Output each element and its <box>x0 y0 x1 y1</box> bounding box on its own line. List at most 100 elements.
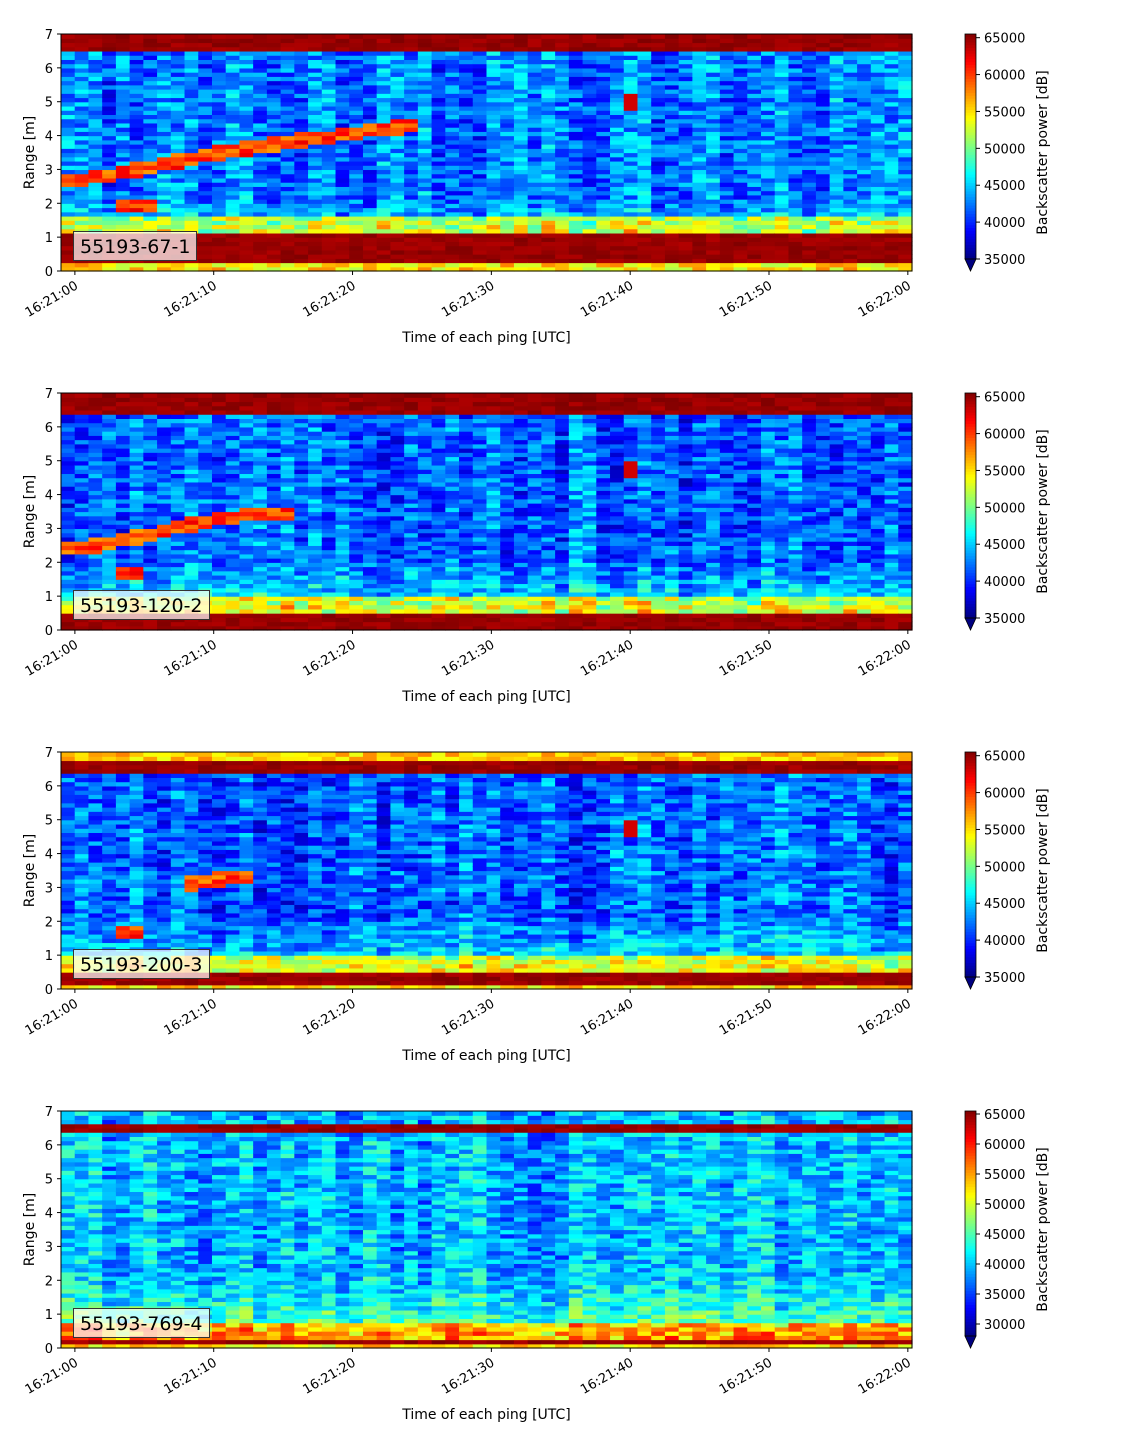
heatmap-cell <box>143 156 158 162</box>
heatmap-cell <box>651 169 666 175</box>
heatmap-cell <box>170 199 186 204</box>
heatmap-cell <box>870 114 886 120</box>
heatmap-cell <box>706 110 721 116</box>
heatmap-cell <box>802 152 817 158</box>
heatmap-cell <box>321 409 337 415</box>
heatmap-cell <box>335 190 350 196</box>
heatmap-cell <box>143 477 158 483</box>
heatmap-cell <box>857 194 872 200</box>
heatmap-cell <box>541 46 556 52</box>
heatmap-cell <box>321 224 337 230</box>
heatmap-cell <box>184 464 199 470</box>
heatmap-cell <box>349 443 364 449</box>
heatmap-cell <box>88 46 103 52</box>
heatmap-cell <box>211 405 227 411</box>
heatmap-cell <box>335 511 350 517</box>
heatmap-cell <box>61 562 76 568</box>
heatmap-cell <box>678 118 693 124</box>
heatmap-cell <box>582 46 597 52</box>
heatmap-cell <box>184 224 199 230</box>
heatmap-cell <box>225 481 241 487</box>
heatmap-cell <box>321 114 337 120</box>
heatmap-cell <box>582 122 597 128</box>
heatmap-cell <box>253 182 268 187</box>
heatmap-cell <box>294 93 309 99</box>
heatmap-cell <box>898 169 913 175</box>
heatmap-cell <box>555 144 570 149</box>
colorbar: 35000400004500050000550006000065000Backs… <box>964 32 1051 272</box>
heatmap-cell <box>102 211 117 217</box>
heatmap-cell <box>61 393 76 398</box>
heatmap-cell <box>719 122 735 128</box>
heatmap-cell <box>376 148 392 154</box>
heatmap-cell <box>596 249 611 255</box>
heatmap-cell <box>664 114 680 120</box>
heatmap-cell <box>541 34 556 39</box>
heatmap-cell <box>266 220 282 226</box>
heatmap-cell <box>321 165 337 171</box>
heatmap-cell <box>225 393 241 398</box>
heatmap-cell <box>404 105 419 111</box>
heatmap-cell <box>143 549 158 555</box>
heatmap-cell <box>239 498 254 504</box>
heatmap-cell <box>431 245 446 251</box>
heatmap-cell <box>884 199 899 204</box>
heatmap-cell <box>376 448 392 453</box>
heatmap-cell <box>376 541 392 546</box>
heatmap-cell <box>417 224 433 230</box>
heatmap-cell <box>184 528 199 534</box>
heatmap-cell <box>390 122 405 128</box>
heatmap-cell <box>788 262 803 268</box>
heatmap-cell <box>596 186 611 192</box>
heatmap-cell <box>527 67 543 73</box>
heatmap-cell <box>555 105 570 111</box>
heatmap-cell <box>184 511 199 517</box>
heatmap-cell <box>843 152 858 158</box>
heatmap-cell <box>527 177 543 183</box>
heatmap-cell <box>88 498 103 504</box>
heatmap-cell <box>308 228 323 234</box>
heatmap-cell <box>184 558 199 563</box>
heatmap-cell <box>719 34 735 39</box>
heatmap-cell <box>459 144 474 149</box>
heatmap-cell <box>513 199 529 204</box>
heatmap-cell <box>706 207 721 213</box>
heatmap-cell <box>294 558 309 563</box>
heatmap-cell <box>170 97 186 103</box>
heatmap-cell <box>651 59 666 65</box>
heatmap-cell <box>843 76 858 82</box>
heatmap-cell <box>157 80 172 86</box>
heatmap-cell <box>582 245 597 251</box>
heatmap-cell <box>308 144 323 149</box>
heatmap-cell <box>335 80 350 86</box>
heatmap-cell <box>472 114 488 120</box>
heatmap-cell <box>88 477 103 483</box>
heatmap-cell <box>294 266 309 272</box>
colorbar-segment <box>965 107 976 111</box>
heatmap-cell <box>308 224 323 230</box>
heatmap-cell <box>294 215 309 221</box>
heatmap-cell <box>74 435 90 441</box>
heatmap-cell <box>431 105 446 111</box>
heatmap-cell <box>349 604 364 610</box>
heatmap-cell <box>815 131 831 137</box>
heatmap-cell <box>102 67 117 73</box>
heatmap-cell <box>431 93 446 99</box>
heatmap-cell <box>61 55 76 60</box>
heatmap-cell <box>637 165 652 171</box>
heatmap-cell <box>898 211 913 217</box>
heatmap-cell <box>651 173 666 179</box>
heatmap-cell <box>898 42 913 48</box>
heatmap-cell <box>829 38 844 44</box>
heatmap-cell <box>225 182 241 187</box>
heatmap-cell <box>225 579 241 585</box>
heatmap-cell <box>555 148 570 154</box>
heatmap-cell <box>719 67 735 73</box>
heatmap-cell <box>157 418 172 424</box>
heatmap-cell <box>692 254 707 259</box>
heatmap-cell <box>582 110 597 116</box>
heatmap-cell <box>74 558 90 563</box>
heatmap-cell <box>486 122 501 128</box>
heatmap-cell <box>596 215 611 221</box>
heatmap-cell <box>500 156 515 162</box>
